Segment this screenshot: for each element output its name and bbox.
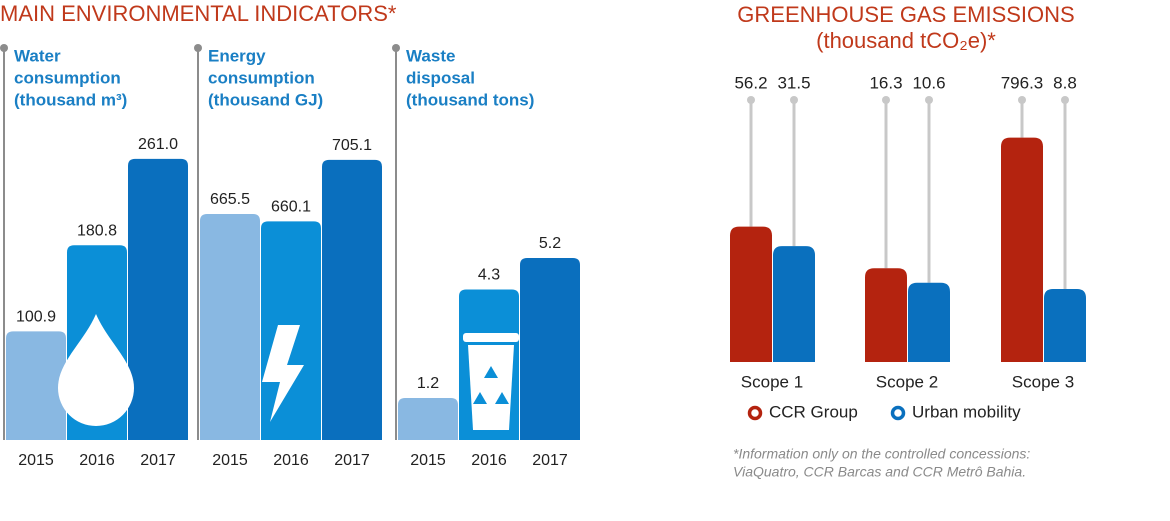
value-label: 180.8 — [77, 223, 117, 240]
value-label: 4.3 — [478, 267, 500, 284]
x-tick-label: Scope 1 — [741, 372, 803, 391]
footnote: *Information only on the controlled conc… — [733, 446, 1030, 462]
bar — [398, 398, 458, 440]
bin-recycle — [473, 366, 509, 404]
value-label: 1.2 — [417, 375, 439, 392]
stem-dot — [747, 96, 755, 104]
value-label: 261.0 — [138, 136, 178, 153]
x-tick-label: 2015 — [212, 452, 248, 469]
chart-subtitle: disposal — [406, 68, 475, 87]
x-tick-label: Scope 3 — [1012, 372, 1074, 391]
bar — [322, 159, 382, 441]
value-label: 796.3 — [1001, 73, 1044, 92]
value-label: 16.3 — [869, 73, 902, 92]
chart-subtitle: (thousand tons) — [406, 90, 534, 109]
bar — [865, 268, 907, 362]
x-tick-label: 2015 — [410, 452, 446, 469]
stem-dot — [882, 96, 890, 104]
bar — [730, 226, 772, 362]
x-tick-label: 2017 — [532, 452, 568, 469]
bar — [200, 213, 260, 440]
x-tick-label: Scope 2 — [876, 372, 938, 391]
value-label: 8.8 — [1053, 73, 1077, 92]
separator-dot — [392, 44, 400, 52]
bar — [1001, 137, 1043, 362]
chart-title: GREENHOUSE GAS EMISSIONS — [737, 2, 1074, 27]
chart-subtitle: consumption — [14, 68, 121, 87]
x-tick-label: 2016 — [79, 452, 115, 469]
value-label: 665.5 — [210, 191, 250, 208]
value-label: 100.9 — [16, 309, 56, 326]
chart-subtitle: Energy — [208, 46, 266, 65]
chart-subtitle: (thousand m³) — [14, 90, 127, 109]
value-label: 660.1 — [271, 199, 311, 216]
separator-dot — [194, 44, 202, 52]
chart-subtitle: (thousand GJ) — [208, 90, 323, 109]
bin-body — [468, 345, 514, 430]
separator-dot — [0, 44, 8, 52]
value-label: 56.2 — [734, 73, 767, 92]
x-tick-label: 2017 — [334, 452, 370, 469]
bar — [6, 331, 66, 440]
stem-dot — [1018, 96, 1026, 104]
bar — [908, 282, 950, 362]
stem-dot — [1061, 96, 1069, 104]
chart-title: (thousand tCO₂e)* — [816, 28, 996, 53]
x-tick-label: 2017 — [140, 452, 176, 469]
x-tick-label: 2016 — [471, 452, 507, 469]
bar — [520, 258, 580, 440]
bar — [773, 246, 815, 362]
stem-dot — [790, 96, 798, 104]
legend-marker — [890, 405, 906, 421]
bar — [1044, 288, 1086, 362]
x-tick-label: 2015 — [18, 452, 54, 469]
value-label: 31.5 — [777, 73, 810, 92]
bolt-icon — [262, 325, 304, 422]
bar — [128, 158, 188, 440]
x-tick-label: 2016 — [273, 452, 309, 469]
stem-dot — [925, 96, 933, 104]
chart-subtitle: consumption — [208, 68, 315, 87]
value-label: 705.1 — [332, 137, 372, 154]
footnote: ViaQuatro, CCR Barcas and CCR Metrô Bahi… — [733, 464, 1026, 480]
bin-lid — [463, 333, 519, 342]
icons — [58, 314, 519, 430]
value-label: 10.6 — [912, 73, 945, 92]
main-title: MAIN ENVIRONMENTAL INDICATORS* — [0, 1, 397, 26]
chart-subtitle: Water — [14, 46, 61, 65]
legend-label: CCR Group — [769, 402, 858, 421]
legend-marker — [747, 405, 763, 421]
value-label: 5.2 — [539, 235, 561, 252]
chart-subtitle: Waste — [406, 46, 455, 65]
legend-label: Urban mobility — [912, 402, 1021, 421]
water-drop-icon — [58, 314, 134, 426]
